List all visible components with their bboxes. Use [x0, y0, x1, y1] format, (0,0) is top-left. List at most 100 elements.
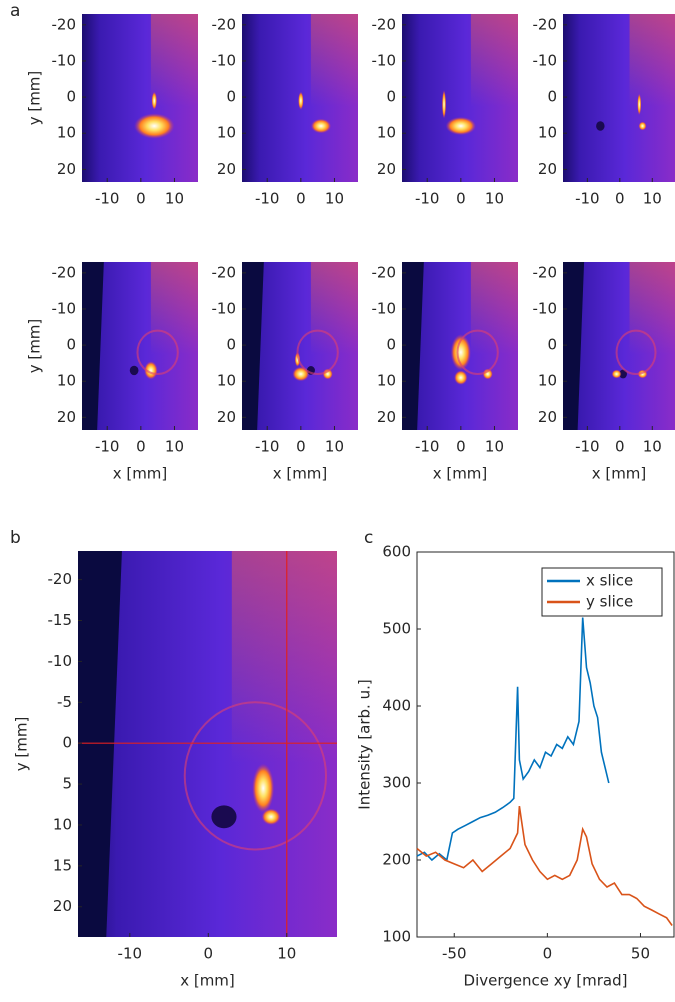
- dark-edge: [402, 262, 424, 430]
- hot-spot: [442, 89, 447, 119]
- y-tick-label: 400: [382, 697, 411, 715]
- y-tick-label: -10: [372, 51, 397, 69]
- x-tick-label: -10: [95, 190, 120, 208]
- y-tick-label: -10: [212, 299, 237, 317]
- y-tick-label: 10: [57, 372, 76, 390]
- x-tick-label: 10: [485, 190, 504, 208]
- series-line: [416, 805, 673, 926]
- y-tick-label: 0: [547, 336, 557, 354]
- y-tick-label: 20: [217, 160, 236, 178]
- y-axis-label: y [mm]: [13, 717, 31, 772]
- y-tick-label: -20: [52, 263, 77, 281]
- legend-box: [541, 567, 663, 617]
- x-tick-label: 0: [615, 190, 625, 208]
- dark-spot: [129, 365, 139, 376]
- ring: [296, 329, 339, 375]
- y-tick-label: -10: [52, 299, 77, 317]
- y-tick-label: 10: [538, 124, 557, 142]
- y-tick-label: -20: [372, 15, 397, 33]
- hot-spot: [445, 116, 476, 136]
- y-tick-label: -20: [52, 15, 77, 33]
- x-tick-label: -10: [118, 945, 143, 963]
- x-tick-label: 10: [165, 190, 184, 208]
- dark-spot: [211, 805, 237, 829]
- ring: [615, 329, 657, 375]
- hot-spot: [310, 118, 332, 134]
- y-tick-label: -20: [533, 15, 558, 33]
- x-tick-label: 10: [485, 438, 504, 456]
- x-axis-label: x [mm]: [180, 972, 235, 990]
- hot-spot: [294, 352, 301, 367]
- image: [242, 262, 358, 430]
- image: [82, 14, 198, 182]
- hot-spot: [292, 366, 310, 382]
- x-tick-label: 0: [204, 945, 214, 963]
- y-tick-label: -10: [48, 652, 73, 670]
- y-tick-label: 0: [386, 336, 396, 354]
- image-glow: [231, 551, 337, 764]
- x-axis-label: x [mm]: [592, 465, 647, 483]
- hot-spot: [450, 334, 471, 371]
- hot-spot: [454, 370, 468, 385]
- x-tick-label: 10: [325, 438, 344, 456]
- dark-edge: [82, 262, 104, 430]
- hot-spot: [482, 368, 493, 380]
- y-tick-label: 15: [53, 856, 72, 874]
- y-tick-label: 10: [217, 372, 236, 390]
- y-tick-label: 20: [53, 897, 72, 915]
- y-tick-label: 0: [66, 336, 76, 354]
- hot-spot: [144, 361, 158, 380]
- x-tick-label: -10: [575, 190, 600, 208]
- x-tick-label: -10: [95, 438, 120, 456]
- x-tick-label: -50: [442, 945, 467, 963]
- dark-edge: [78, 551, 122, 937]
- y-tick-label: -20: [212, 15, 237, 33]
- dark-spot: [619, 369, 627, 379]
- x-tick-label: 0: [136, 190, 146, 208]
- y-tick-label: 0: [66, 88, 76, 106]
- x-tick-label: 10: [165, 438, 184, 456]
- x-tick-label: 50: [631, 945, 650, 963]
- y-tick-label: 10: [217, 124, 236, 142]
- y-tick-label: 0: [547, 88, 557, 106]
- y-tick-label: 10: [57, 124, 76, 142]
- y-tick-label: 0: [226, 88, 236, 106]
- y-tick-label: 300: [382, 774, 411, 792]
- y-tick-label: 0: [62, 734, 72, 752]
- x-axis-label: x [mm]: [113, 465, 168, 483]
- y-tick-label: 10: [377, 372, 396, 390]
- x-tick-label: -10: [415, 190, 440, 208]
- y-tick-label: 20: [217, 408, 236, 426]
- image: [242, 14, 358, 182]
- y-tick-label: 0: [226, 336, 236, 354]
- x-tick-label: 0: [456, 190, 466, 208]
- image: [78, 551, 337, 937]
- y-tick-label: 20: [57, 408, 76, 426]
- y-tick-label: -20: [48, 570, 73, 588]
- panel-label: b: [10, 528, 21, 548]
- x-tick-label: 0: [296, 190, 306, 208]
- image: [402, 262, 518, 430]
- dark-edge: [563, 262, 585, 430]
- x-axis-label: x [mm]: [273, 465, 328, 483]
- y-tick-label: 20: [377, 160, 396, 178]
- image-glow: [470, 14, 518, 107]
- image: [82, 262, 198, 430]
- image-glow: [310, 14, 358, 107]
- y-tick-label: 0: [386, 88, 396, 106]
- hot-spot: [134, 113, 175, 139]
- y-tick-label: 10: [53, 815, 72, 833]
- y-tick-label: -10: [533, 51, 558, 69]
- legend-label: x slice: [586, 572, 633, 590]
- y-tick-label: 20: [538, 408, 557, 426]
- y-tick-label: -10: [372, 299, 397, 317]
- y-tick-label: 20: [377, 408, 396, 426]
- panel-label: c: [364, 528, 373, 548]
- hot-spot: [637, 93, 642, 116]
- y-tick-label: -20: [212, 263, 237, 281]
- y-tick-label: -5: [57, 693, 72, 711]
- x-tick-label: -10: [255, 438, 280, 456]
- series-line: [416, 617, 610, 862]
- x-tick-label: 10: [643, 438, 662, 456]
- y-tick-label: -10: [52, 51, 77, 69]
